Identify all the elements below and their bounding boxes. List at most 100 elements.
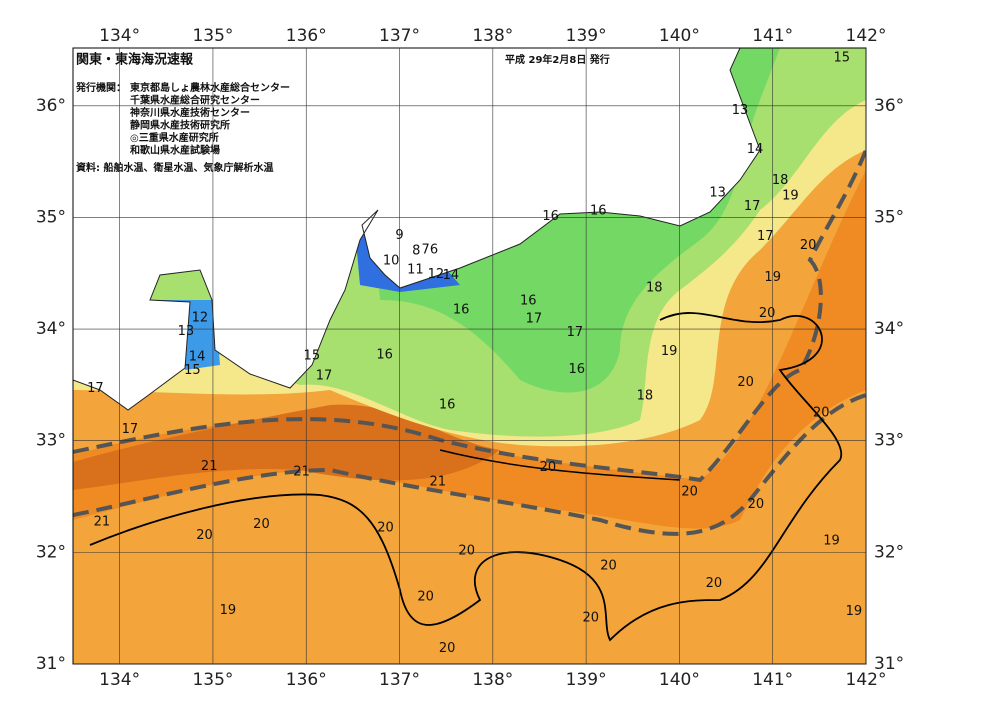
issuer: ◎三重県水産研究所: [130, 131, 219, 144]
contour-label: 20: [737, 375, 754, 390]
contour-label: 21: [293, 464, 310, 479]
contour-20: [89, 312, 843, 642]
contour-label: 9: [395, 228, 403, 243]
contour-label: 20: [583, 611, 600, 626]
contour-label: 18: [772, 173, 789, 188]
contour-label: 20: [681, 485, 698, 500]
issuer: 静岡県水産技術研究所: [130, 119, 230, 132]
contour-label: 20: [800, 238, 817, 253]
contour-label: 18: [646, 280, 663, 295]
contour-label: 19: [661, 344, 678, 359]
contour-label: 19: [782, 189, 799, 204]
contour-label: 20: [706, 576, 723, 591]
contour-label: 12: [192, 310, 209, 325]
lat-label: 31°: [36, 654, 66, 674]
contour-label: 20: [458, 544, 475, 559]
issue-date: 平成 29年2月8日 発行: [505, 53, 610, 66]
lon-label: 141°: [752, 670, 793, 690]
contour-label: 20: [377, 520, 394, 535]
issuer: 東京都島しょ農林水産総合センター: [130, 81, 290, 94]
contour-label: 16: [542, 209, 559, 224]
issuer: 神奈川県水産技術センター: [130, 106, 250, 119]
contour-label: 6: [430, 242, 438, 257]
contour-label: 20: [417, 590, 434, 605]
lat-label: 33°: [874, 431, 904, 451]
contour-label: 14: [443, 268, 460, 283]
contour-label: 16: [439, 398, 456, 413]
contour-label: 13: [732, 103, 749, 118]
contour-label: 16: [453, 303, 470, 318]
contour-label: 15: [304, 348, 321, 363]
contour-label: 18: [637, 389, 654, 404]
contour-label: 19: [823, 534, 840, 549]
lat-label: 34°: [36, 319, 66, 339]
contour-label: 14: [189, 350, 206, 365]
lon-label: 139°: [566, 26, 607, 46]
contour-label: 16: [569, 362, 586, 377]
lat-label: 34°: [874, 319, 904, 339]
lat-label: 31°: [874, 654, 904, 674]
contour-label: 13: [709, 185, 726, 200]
lon-label: 136°: [286, 670, 327, 690]
land: [73, 48, 761, 411]
lon-label: 137°: [379, 670, 420, 690]
contour-label: 17: [526, 312, 543, 327]
contour-label: 21: [430, 475, 447, 490]
lon-label: 134°: [99, 670, 140, 690]
contour-label: 17: [567, 325, 584, 340]
lon-label: 135°: [192, 670, 233, 690]
contour-label: 10: [383, 253, 400, 268]
contour-label: 16: [590, 203, 607, 218]
contour-label: 7: [422, 242, 430, 257]
kuroshio-axis-south: [73, 393, 866, 536]
contour-label: 13: [178, 324, 195, 339]
kuroshio-axis-north: [73, 149, 866, 483]
contour-label: 19: [764, 270, 781, 285]
lon-label: 138°: [472, 670, 513, 690]
lat-label: 36°: [36, 96, 66, 116]
issuer: 和歌山県水産試験場: [129, 144, 220, 157]
lat-label: 35°: [36, 207, 66, 227]
lat-label: 33°: [36, 431, 66, 451]
contour-label: 20: [439, 641, 456, 656]
contour-label: 17: [316, 368, 333, 383]
contour-label: 17: [87, 381, 104, 396]
lon-label: 138°: [472, 26, 513, 46]
issuer: 千葉県水産総合研究センター: [130, 94, 260, 107]
contour-label: 20: [253, 517, 270, 532]
lon-label: 139°: [566, 670, 607, 690]
contour-label: 17: [744, 199, 761, 214]
issuers-label: 発行機関：: [75, 81, 126, 94]
contour-label: 16: [376, 347, 393, 362]
contour-label: 19: [220, 603, 237, 618]
lon-label: 142°: [846, 670, 887, 690]
lon-label: 140°: [659, 26, 700, 46]
lat-label: 32°: [874, 542, 904, 562]
contour-label: 20: [540, 460, 557, 475]
lat-label: 32°: [36, 542, 66, 562]
contour-label: 19: [846, 604, 863, 619]
lon-label: 135°: [192, 26, 233, 46]
sources: 資料: 船舶水温、衛星水温、気象庁解析水温: [76, 161, 273, 174]
lon-label: 136°: [286, 26, 327, 46]
lon-label: 134°: [99, 26, 140, 46]
contour-label: 15: [184, 363, 201, 378]
contour-label: 20: [196, 528, 213, 543]
contour-label: 12: [428, 267, 445, 282]
contour-label: 20: [748, 497, 765, 512]
lon-label: 141°: [752, 26, 793, 46]
sea-warm-south: [73, 390, 866, 664]
contour-label: 11: [407, 262, 424, 277]
contour-label: 8: [412, 243, 420, 258]
contour-label: 15: [833, 50, 850, 65]
contour-label: 14: [747, 142, 764, 157]
lon-label: 142°: [846, 26, 887, 46]
contour-label: 17: [757, 229, 774, 244]
contour-label: 21: [94, 515, 111, 530]
lon-label: 140°: [659, 670, 700, 690]
title: 関東・東海海況速報: [76, 52, 194, 68]
lat-label: 36°: [874, 96, 904, 116]
contour-label: 20: [600, 558, 617, 573]
contour-label: 16: [520, 294, 537, 309]
